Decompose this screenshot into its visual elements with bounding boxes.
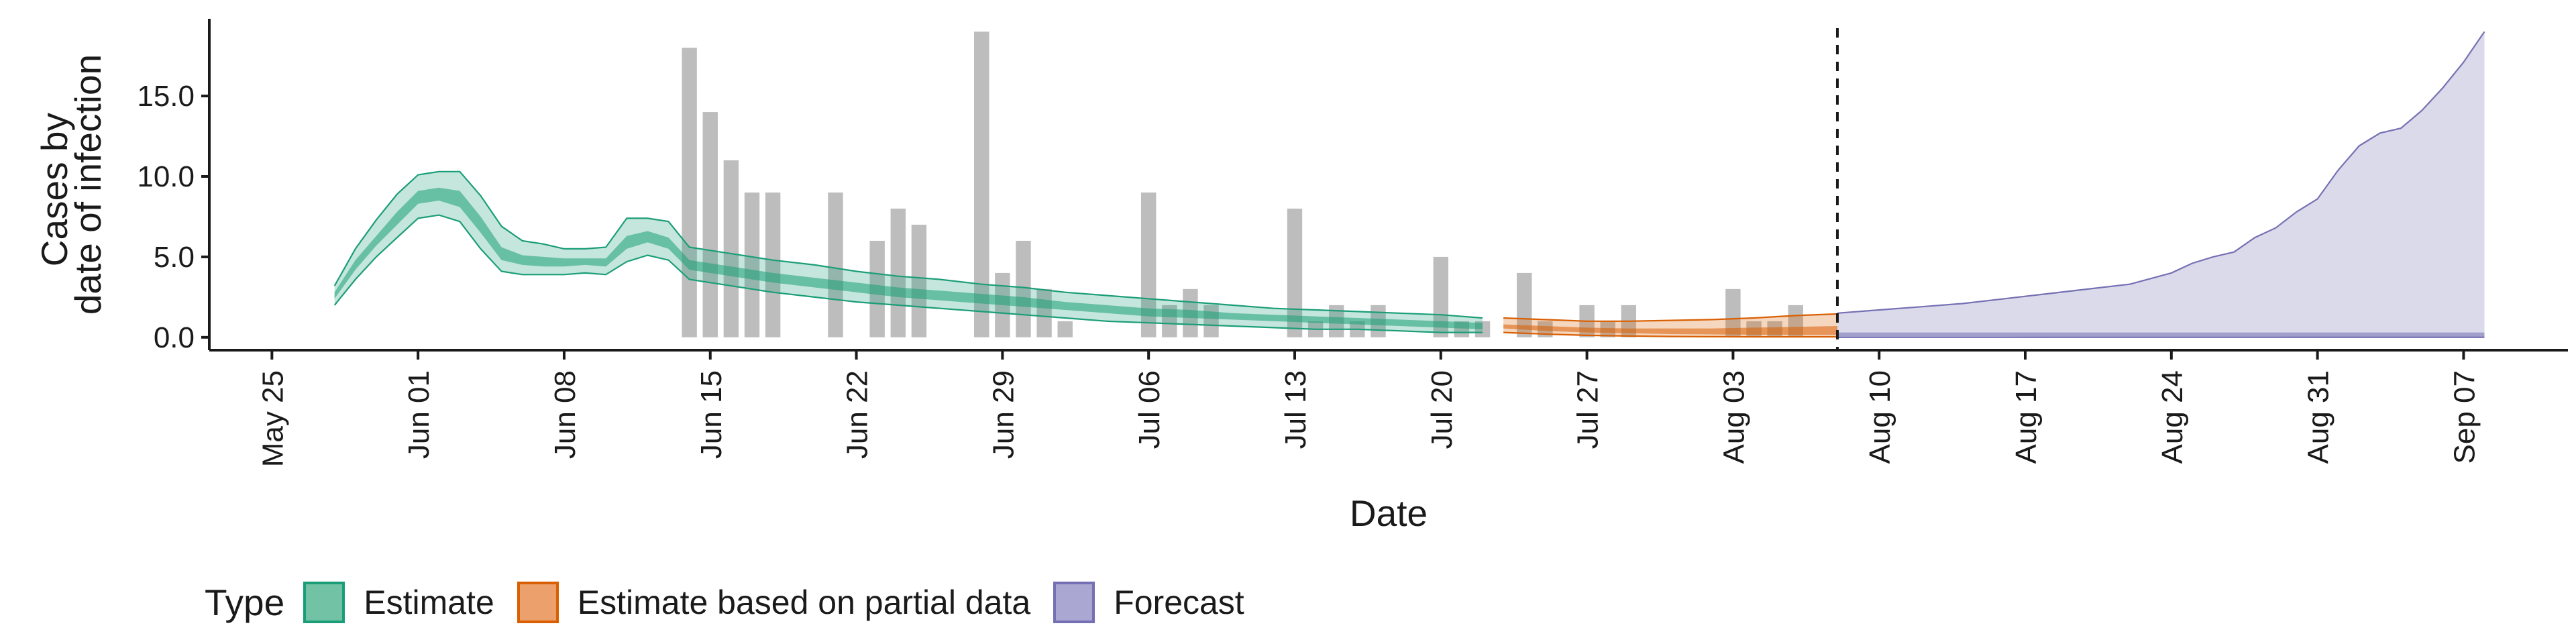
y-tick-label: 15.0: [137, 80, 195, 113]
x-axis-ticks: May 25 Jun 01 Jun 08 Jun 15 Jun 22 Jun 29 Jul …: [256, 350, 2481, 467]
bar-2020-07-24: [1517, 272, 1532, 337]
legend-label-estimate: Estimate: [364, 584, 494, 621]
estimate-band-50: [334, 187, 1483, 329]
estimate-lower-edge: [333, 214, 1483, 333]
forecast-band-90: [1837, 32, 2485, 337]
x-tick-label: Jun 08: [549, 370, 582, 459]
estimate-bands: [333, 31, 2485, 338]
x-tick-label: Aug 31: [2302, 370, 2335, 464]
x-tick-label: Jul 27: [1572, 370, 1605, 449]
x-tick-label: Jun 01: [402, 370, 435, 459]
x-tick-label: Jul 20: [1426, 370, 1458, 449]
bar-2020-06-28: [974, 32, 989, 337]
legend-item-estimate: Estimate: [303, 582, 494, 623]
legend-key-partial: [517, 582, 559, 623]
y-tick-label: 0.0: [154, 321, 195, 354]
partial-upper-edge: [1503, 313, 1838, 322]
legend-key-estimate: [303, 582, 345, 623]
forecast-upper-edge: [1837, 31, 2485, 314]
x-tick-label: Aug 10: [1864, 370, 1896, 464]
bar-2020-06-30: [1016, 240, 1031, 337]
y-tick-label: 10.0: [137, 160, 195, 193]
legend-label-forecast: Forecast: [1114, 584, 1244, 621]
estimate-upper-edge: [333, 170, 1483, 319]
x-tick-label: Jul 13: [1279, 370, 1312, 449]
x-tick-label: Sep 07: [2448, 370, 2481, 464]
y-axis-title-line-2: date of infection: [67, 54, 109, 315]
x-tick-label: Aug 03: [1717, 370, 1750, 464]
bar-2020-06-15: [702, 112, 718, 337]
bar-2020-06-21: [828, 192, 843, 337]
bar-2020-06-18: [765, 192, 781, 337]
bar-2020-06-17: [744, 192, 760, 337]
x-tick-label: Jun 22: [841, 370, 874, 459]
bar-2020-06-25: [911, 224, 927, 337]
reported-cases-bars: [682, 32, 1803, 337]
bar-2020-06-14: [682, 48, 697, 337]
x-tick-label: Jun 15: [695, 370, 728, 459]
x-tick-label: Jul 06: [1133, 370, 1166, 449]
y-axis-title: Cases by date of infection: [34, 54, 109, 315]
estimate-band-90: [334, 171, 1483, 333]
legend-item-partial: Estimate based on partial data: [517, 582, 1030, 623]
x-tick-label: May 25: [256, 370, 289, 467]
legend-title: Type: [205, 582, 285, 623]
series-partial: [1503, 313, 1838, 338]
y-axis-title-line-1: Cases by: [34, 113, 75, 267]
series-estimate: [333, 170, 1483, 333]
bar-2020-07-02: [1057, 321, 1073, 337]
legend-key-forecast: [1053, 582, 1095, 623]
bar-2020-06-16: [723, 160, 739, 337]
legend: Type Estimate Estimate based on partial …: [205, 576, 1267, 629]
legend-label-partial: Estimate based on partial data: [577, 584, 1031, 621]
partial-lower-edge: [1503, 331, 1837, 338]
x-tick-label: Aug 24: [2156, 370, 2189, 464]
legend-item-forecast: Forecast: [1053, 582, 1244, 623]
axes: 0.0 5.0 10.0 15.0 May 25 Jun 01 Jun 08 Jun 15 J…: [137, 19, 2568, 467]
x-tick-label: Jun 29: [987, 370, 1020, 459]
y-axis-ticks: 0.0 5.0 10.0 15.0: [137, 80, 209, 354]
bar-2020-07-06: [1140, 192, 1157, 337]
partial-band-50: [1503, 324, 1837, 335]
bar-2020-08-03: [1725, 288, 1741, 337]
x-axis-title: Date: [1350, 492, 1428, 534]
y-tick-label: 5.0: [154, 241, 195, 274]
x-tick-label: Aug 17: [2010, 370, 2043, 464]
series-forecast: [1837, 31, 2485, 338]
forecast-band-50: [1837, 332, 2485, 337]
plot-area: [333, 28, 2485, 350]
bar-2020-07-20: [1433, 256, 1448, 337]
bar-2020-06-24: [890, 208, 906, 337]
bar-2020-07-13: [1287, 208, 1303, 337]
